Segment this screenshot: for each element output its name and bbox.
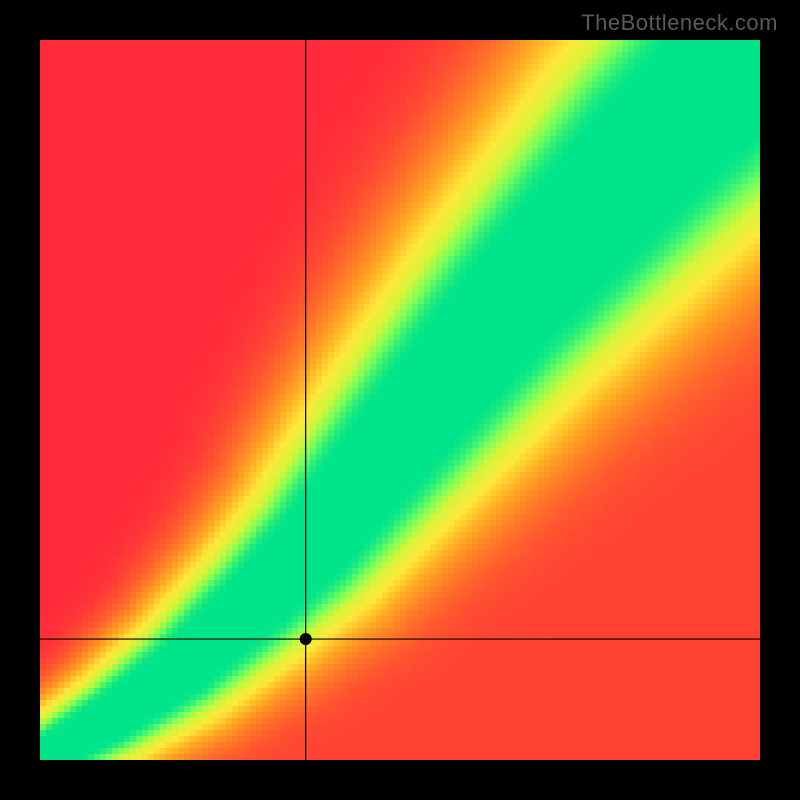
watermark-text: TheBottleneck.com bbox=[581, 10, 778, 36]
chart-container: TheBottleneck.com bbox=[0, 0, 800, 800]
bottleneck-heatmap bbox=[40, 40, 760, 760]
